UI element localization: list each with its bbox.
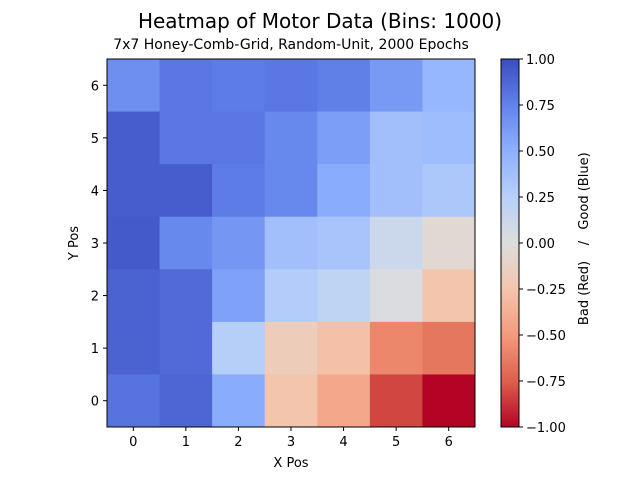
y-tick-label: 5 bbox=[91, 132, 99, 147]
heatmap-cell bbox=[159, 269, 213, 323]
heatmap-cell bbox=[159, 321, 213, 375]
heatmap-cell bbox=[212, 59, 266, 113]
y-tick-label: 2 bbox=[91, 290, 99, 305]
x-tick-label: 0 bbox=[129, 435, 137, 450]
chart-subtitle: 7x7 Honey-Comb-Grid, Random-Unit, 2000 E… bbox=[113, 37, 469, 53]
x-tick-label: 6 bbox=[445, 435, 453, 450]
colorbar-tick-label: −0.25 bbox=[526, 283, 566, 298]
colorbar-tick-label: 0.00 bbox=[526, 237, 555, 252]
heatmap-cell bbox=[422, 269, 476, 323]
y-tick-label: 1 bbox=[91, 342, 99, 357]
heatmap-cell bbox=[264, 164, 318, 218]
colorbar-tick-label: −0.75 bbox=[526, 375, 566, 390]
heatmap-cell bbox=[159, 164, 213, 218]
colorbar-tick-label: 0.75 bbox=[526, 99, 555, 114]
heatmap-cell bbox=[212, 269, 266, 323]
x-tick-label: 3 bbox=[287, 435, 295, 450]
heatmap-cell bbox=[422, 111, 476, 165]
heatmap-cell bbox=[212, 374, 266, 428]
heatmap-cell bbox=[264, 59, 318, 113]
heatmap-cell bbox=[159, 216, 213, 270]
heatmap-cell bbox=[422, 59, 476, 113]
colorbar-label-good: Good (Blue) bbox=[577, 152, 592, 229]
colorbar-tick-label: 0.50 bbox=[526, 145, 555, 160]
x-axis-ticks: 0 1 2 3 4 5 6 bbox=[129, 427, 453, 450]
heatmap-cell bbox=[107, 216, 161, 270]
heatmap-cell bbox=[369, 164, 423, 218]
colorbar-tick-label: −0.50 bbox=[526, 329, 566, 344]
x-tick-label: 4 bbox=[339, 435, 347, 450]
heatmap-cell bbox=[107, 374, 161, 428]
heatmap-cell bbox=[422, 321, 476, 375]
heatmap-cell bbox=[159, 59, 213, 113]
heatmap-cell bbox=[212, 164, 266, 218]
colorbar-label: Bad (Red) / Good (Blue) bbox=[577, 152, 592, 325]
heatmap-cell bbox=[107, 164, 161, 218]
heatmap-cell bbox=[369, 216, 423, 270]
colorbar-tick-label: 0.25 bbox=[526, 191, 555, 206]
heatmap-cell bbox=[369, 321, 423, 375]
heatmap-cell bbox=[317, 321, 371, 375]
x-tick-label: 1 bbox=[182, 435, 190, 450]
x-axis-label: X Pos bbox=[273, 456, 308, 471]
heatmap-cell bbox=[212, 321, 266, 375]
heatmap-cell bbox=[369, 374, 423, 428]
y-tick-label: 6 bbox=[91, 79, 99, 94]
heatmap-cell bbox=[369, 111, 423, 165]
heatmap-cell bbox=[422, 216, 476, 270]
x-tick-label: 5 bbox=[392, 435, 400, 450]
heatmap-cell bbox=[317, 269, 371, 323]
heatmap-cells bbox=[107, 59, 476, 428]
colorbar-label-separator: / bbox=[577, 240, 592, 245]
y-tick-label: 3 bbox=[91, 237, 99, 252]
y-axis-label: Y Pos bbox=[67, 226, 82, 261]
y-tick-label: 0 bbox=[91, 395, 99, 410]
heatmap-cell bbox=[317, 164, 371, 218]
heatmap-cell bbox=[369, 269, 423, 323]
heatmap-cell bbox=[107, 321, 161, 375]
y-axis-ticks: 0 1 2 3 4 5 6 bbox=[91, 79, 107, 410]
heatmap-cell bbox=[159, 111, 213, 165]
heatmap-cell bbox=[107, 111, 161, 165]
colorbar-tick-label: −1.00 bbox=[526, 421, 566, 436]
heatmap-cell bbox=[107, 59, 161, 113]
colorbar-label-bad: Bad (Red) bbox=[577, 261, 592, 325]
colorbar bbox=[500, 58, 520, 428]
colorbar-tick-label: 1.00 bbox=[526, 53, 555, 68]
y-tick-label: 4 bbox=[91, 184, 99, 199]
heatmap-cell bbox=[317, 216, 371, 270]
chart-title: Heatmap of Motor Data (Bins: 1000) bbox=[138, 9, 502, 33]
heatmap-cell bbox=[422, 374, 476, 428]
heatmap-cell bbox=[317, 374, 371, 428]
heatmap-cell bbox=[212, 111, 266, 165]
heatmap-cell bbox=[264, 321, 318, 375]
heatmap-cell bbox=[317, 59, 371, 113]
colorbar-ticks: 1.00 0.75 0.50 0.25 0.00 −0.25 −0.50 −0.75 −1.00 bbox=[519, 53, 566, 436]
heatmap-cell bbox=[264, 216, 318, 270]
heatmap-cell bbox=[369, 59, 423, 113]
heatmap-cell bbox=[317, 111, 371, 165]
heatmap-cell bbox=[264, 269, 318, 323]
heatmap-cell bbox=[422, 164, 476, 218]
heatmap-cell bbox=[264, 374, 318, 428]
heatmap-cell bbox=[159, 374, 213, 428]
x-tick-label: 2 bbox=[234, 435, 242, 450]
heatmap-cell bbox=[107, 269, 161, 323]
heatmap-cell bbox=[264, 111, 318, 165]
heatmap-cell bbox=[212, 216, 266, 270]
